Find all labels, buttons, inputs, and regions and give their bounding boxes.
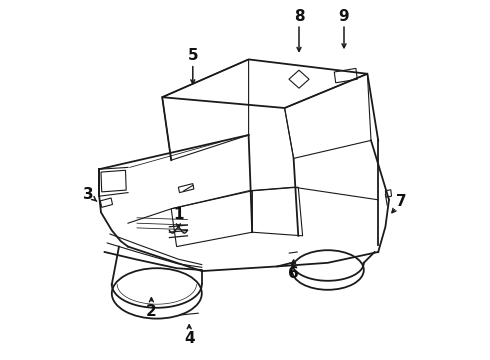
Text: 9: 9	[339, 9, 349, 24]
Text: 7: 7	[396, 194, 407, 209]
Text: 2: 2	[146, 304, 157, 319]
Text: 5: 5	[188, 48, 198, 63]
Text: 6: 6	[288, 266, 299, 281]
Text: 4: 4	[184, 331, 195, 346]
Text: 1: 1	[173, 207, 184, 222]
Text: 3: 3	[83, 187, 94, 202]
Text: 8: 8	[294, 9, 304, 24]
